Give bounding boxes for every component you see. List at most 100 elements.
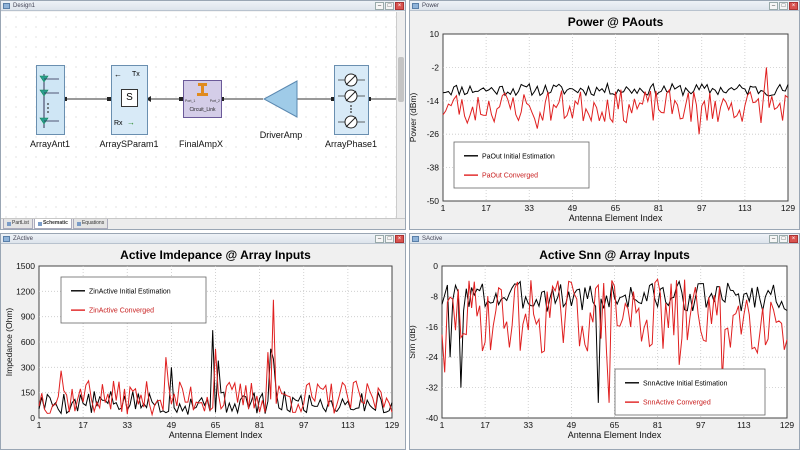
legend-box: [453, 141, 590, 189]
schematic-canvas[interactable]: ArrayAnt1 ← Tx S Rx → ArraySParam1 Port_…: [1, 12, 399, 218]
rx-port-label: Rx: [114, 120, 123, 127]
legend-label: SnnActive Initial Estimation: [643, 380, 728, 387]
zin-chart[interactable]: Active Imdepance @ Array Inputs 0 150 300 60…: [1, 245, 405, 450]
y-tick-label: -40: [426, 413, 439, 423]
close-button[interactable]: ×: [395, 2, 404, 10]
y-tick-label: 1500: [16, 261, 35, 271]
close-button[interactable]: ×: [789, 235, 798, 243]
x-tick-label: 17: [480, 420, 490, 430]
tab-strip: PartList Schematic Equations: [1, 218, 405, 229]
window-icon: [3, 3, 10, 9]
x-tick-label: 17: [481, 203, 491, 213]
x-tick-label: 113: [737, 420, 751, 430]
circuit-link-label: Circuit_Link: [189, 107, 216, 113]
array-phase-label: ArrayPhase1: [324, 139, 378, 149]
minimize-button[interactable]: –: [769, 235, 778, 243]
y-tick-label: -38: [427, 163, 440, 173]
power-window: Power – □ × Power @ PAouts -50 -38 -26 -14 -2…: [409, 0, 800, 230]
y-tick-label: -2: [431, 62, 439, 72]
x-tick-label: 129: [781, 203, 795, 213]
legend-label: PaOut Initial Estimation: [482, 153, 555, 160]
tab-partlist-label: PartList: [12, 220, 29, 226]
close-button[interactable]: ×: [395, 235, 404, 243]
zin-window: ZActive – □ × Active Imdepance @ Array I…: [0, 233, 406, 450]
x-tick-label: 1: [441, 203, 446, 213]
x-axis-label: Antenna Element Index: [169, 430, 263, 440]
y-tick-label: 300: [21, 362, 35, 372]
maximize-button[interactable]: □: [779, 235, 788, 243]
legend-label: ZinActive Initial Estimation: [89, 288, 171, 295]
tab-schematic[interactable]: Schematic: [33, 219, 72, 229]
array-phase-component[interactable]: [334, 65, 369, 135]
window-icon: [412, 3, 419, 9]
legend-box: [60, 276, 207, 324]
x-tick-label: 97: [299, 420, 309, 430]
y-tick-label: -24: [426, 352, 439, 362]
x-tick-label: 33: [525, 203, 535, 213]
y-axis-label: Snn (dB): [410, 325, 417, 359]
tx-port-arrow-icon: ←: [114, 70, 122, 79]
minimize-button[interactable]: –: [375, 235, 384, 243]
close-button[interactable]: ×: [789, 2, 798, 10]
tab-schematic-label: Schematic: [42, 220, 68, 226]
snn-window-titlebar[interactable]: SActive – □ ×: [410, 234, 799, 244]
chart-title: Power @ PAouts: [568, 15, 664, 29]
series-line-converged: [38, 299, 393, 417]
maximize-button[interactable]: □: [779, 2, 788, 10]
zin-window-titlebar[interactable]: ZActive – □ ×: [1, 234, 405, 244]
y-tick-label: 900: [21, 312, 35, 322]
x-tick-label: 129: [780, 420, 794, 430]
power-chart[interactable]: Power @ PAouts -50 -38 -26 -14 -2 10 1 17 33 49 65 8…: [410, 12, 799, 230]
driver-amp-triangle-icon[interactable]: [263, 79, 299, 119]
x-tick-label: 97: [697, 203, 707, 213]
schematic-icon: [37, 221, 42, 226]
y-tick-label: 0: [30, 413, 35, 423]
power-window-title: Power: [422, 3, 440, 9]
snn-window-title: SActive: [422, 236, 443, 242]
legend-label: ZinActive Converged: [89, 308, 154, 315]
final-amp-port2-label: Port_2: [209, 99, 220, 103]
y-tick-label: -16: [426, 322, 439, 332]
y-axis-label: Power (dBm): [410, 93, 418, 143]
x-tick-label: 65: [211, 420, 221, 430]
series-line-converged: [442, 67, 789, 135]
tab-partlist[interactable]: PartList: [3, 219, 33, 229]
array-antenna-component[interactable]: [36, 65, 65, 135]
snn-window: SActive – □ × Active Snn @ Array Inputs -…: [409, 233, 800, 450]
series-line-initial: [441, 280, 788, 403]
phase-shifter-icon: [338, 73, 365, 129]
x-axis-label: Antenna Element Index: [569, 213, 663, 223]
y-tick-label: -26: [427, 129, 440, 139]
power-window-titlebar[interactable]: Power – □ ×: [410, 1, 799, 11]
maximize-button[interactable]: □: [385, 2, 394, 10]
partlist-icon: [7, 221, 11, 226]
array-sparam-component[interactable]: ← Tx S Rx →: [111, 65, 148, 135]
equations-icon: [76, 221, 81, 226]
maximize-button[interactable]: □: [385, 235, 394, 243]
x-tick-label: 33: [524, 420, 534, 430]
chart-title: Active Snn @ Array Inputs: [539, 248, 690, 262]
minimize-button[interactable]: –: [769, 2, 778, 10]
y-tick-label: 0: [433, 261, 438, 271]
y-tick-label: -50: [427, 196, 440, 206]
scroll-thumb[interactable]: [398, 57, 404, 102]
snn-chart[interactable]: Active Snn @ Array Inputs -40 -32 -24 -16 -8 0…: [410, 245, 799, 450]
final-amp-label: FinalAmpX: [178, 139, 223, 149]
minimize-button[interactable]: –: [375, 2, 384, 10]
y-tick-label: 150: [21, 388, 35, 398]
x-tick-label: 49: [568, 203, 578, 213]
tab-equations[interactable]: Equations: [72, 219, 109, 229]
tab-equations-label: Equations: [81, 220, 105, 226]
y-axis-label: Impedance (Ohm): [4, 308, 14, 377]
driver-amp-label: DriverAmp: [259, 130, 303, 140]
design-window-titlebar[interactable]: Design1 – □ ×: [1, 1, 405, 11]
array-antenna-label: ArrayAnt1: [29, 139, 71, 149]
x-tick-label: 49: [567, 420, 577, 430]
legend-label: SnnActive Converged: [643, 400, 711, 407]
y-tick-label: -14: [427, 96, 440, 106]
x-tick-label: 113: [341, 420, 355, 430]
final-amp-component[interactable]: Port_1 Port_2 Circuit_Link: [183, 80, 222, 118]
x-tick-label: 33: [123, 420, 133, 430]
vertical-scrollbar[interactable]: [396, 12, 405, 218]
x-tick-label: 1: [37, 420, 42, 430]
